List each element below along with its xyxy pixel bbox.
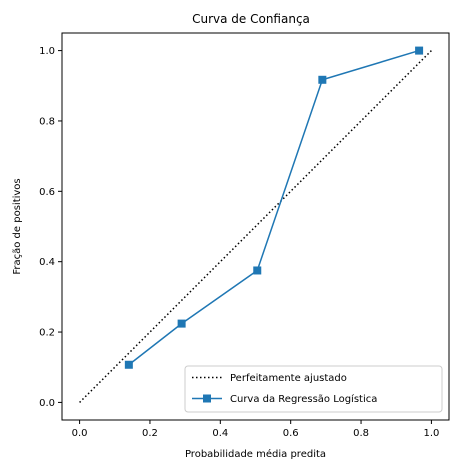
series-point xyxy=(415,46,424,55)
series-layer xyxy=(79,46,432,403)
x-tick-label: 0.4 xyxy=(212,428,228,439)
legend: Perfeitamente ajustado Curva da Regressã… xyxy=(184,365,443,413)
series-point xyxy=(177,319,186,328)
series-point xyxy=(318,75,327,84)
chart-title: Curva de Confiança xyxy=(192,12,310,26)
y-tick-label: 0.2 xyxy=(39,328,55,339)
y-tick-label: 1.0 xyxy=(39,46,55,57)
x-tick-label: 0.0 xyxy=(72,428,88,439)
series-line-1 xyxy=(128,49,420,366)
legend-label-perfect: Perfeitamente ajustado xyxy=(230,373,347,384)
series-line-0 xyxy=(79,50,432,403)
legend-marker-logistic xyxy=(203,394,211,403)
x-tick-label: 0.8 xyxy=(353,428,369,439)
y-tick-label: 0.6 xyxy=(39,187,55,198)
legend-label-logistic: Curva da Regressão Logística xyxy=(230,393,377,405)
x-tick-label: 1.0 xyxy=(423,428,439,439)
x-tick-label: 0.6 xyxy=(283,428,299,439)
series-point xyxy=(253,266,262,275)
x-axis-ticks: 0.0 0.2 0.4 0.6 0.8 1.0 xyxy=(72,420,439,439)
series-point xyxy=(124,360,133,369)
plot-frame xyxy=(61,32,450,421)
y-axis-label: Fração de positivos xyxy=(12,178,23,274)
legend-frame xyxy=(184,365,443,413)
y-tick-label: 0.0 xyxy=(39,398,55,409)
x-tick-label: 0.2 xyxy=(142,428,158,439)
y-tick-label: 0.8 xyxy=(39,116,55,127)
y-axis-ticks: 0.0 0.2 0.4 0.6 0.8 1.0 xyxy=(39,46,62,409)
y-tick-label: 0.4 xyxy=(39,257,55,268)
x-axis-label: Probabilidade média predita xyxy=(185,448,326,460)
